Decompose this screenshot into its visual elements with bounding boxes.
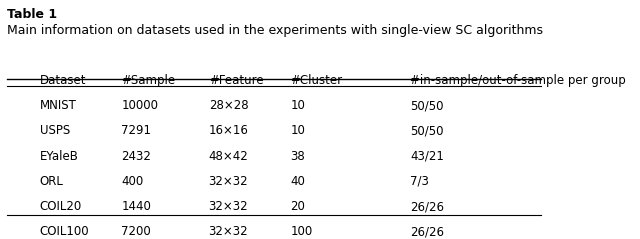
Text: 7291: 7291 — [122, 124, 152, 137]
Text: 16×16: 16×16 — [209, 124, 248, 137]
Text: 28×28: 28×28 — [209, 99, 248, 112]
Text: Main information on datasets used in the experiments with single-view SC algorit: Main information on datasets used in the… — [7, 24, 543, 38]
Text: 38: 38 — [291, 150, 305, 163]
Text: 32×32: 32×32 — [209, 175, 248, 188]
Text: 10: 10 — [291, 99, 305, 112]
Text: 100: 100 — [291, 225, 313, 238]
Text: 1440: 1440 — [122, 200, 151, 213]
Text: 7/3: 7/3 — [410, 175, 429, 188]
Text: 10: 10 — [291, 124, 305, 137]
Text: COIL100: COIL100 — [40, 225, 89, 238]
Text: MNIST: MNIST — [40, 99, 76, 112]
Text: 32×32: 32×32 — [209, 200, 248, 213]
Text: EYaleB: EYaleB — [40, 150, 79, 163]
Text: 26/26: 26/26 — [410, 200, 445, 213]
Text: Dataset: Dataset — [40, 74, 86, 87]
Text: #Feature: #Feature — [209, 74, 263, 87]
Text: 50/50: 50/50 — [410, 124, 444, 137]
Text: 2432: 2432 — [122, 150, 151, 163]
Text: COIL20: COIL20 — [40, 200, 82, 213]
Text: USPS: USPS — [40, 124, 70, 137]
Text: 400: 400 — [122, 175, 143, 188]
Text: 32×32: 32×32 — [209, 225, 248, 238]
Text: 48×42: 48×42 — [209, 150, 248, 163]
Text: #Sample: #Sample — [122, 74, 175, 87]
Text: 50/50: 50/50 — [410, 99, 444, 112]
Text: #in-sample/out-of-sample per group: #in-sample/out-of-sample per group — [410, 74, 627, 87]
Text: Table 1: Table 1 — [7, 8, 57, 21]
Text: 40: 40 — [291, 175, 305, 188]
Text: 7200: 7200 — [122, 225, 151, 238]
Text: 10000: 10000 — [122, 99, 158, 112]
Text: 26/26: 26/26 — [410, 225, 445, 238]
Text: 20: 20 — [291, 200, 305, 213]
Text: 43/21: 43/21 — [410, 150, 444, 163]
Text: ORL: ORL — [40, 175, 63, 188]
Text: #Cluster: #Cluster — [291, 74, 342, 87]
